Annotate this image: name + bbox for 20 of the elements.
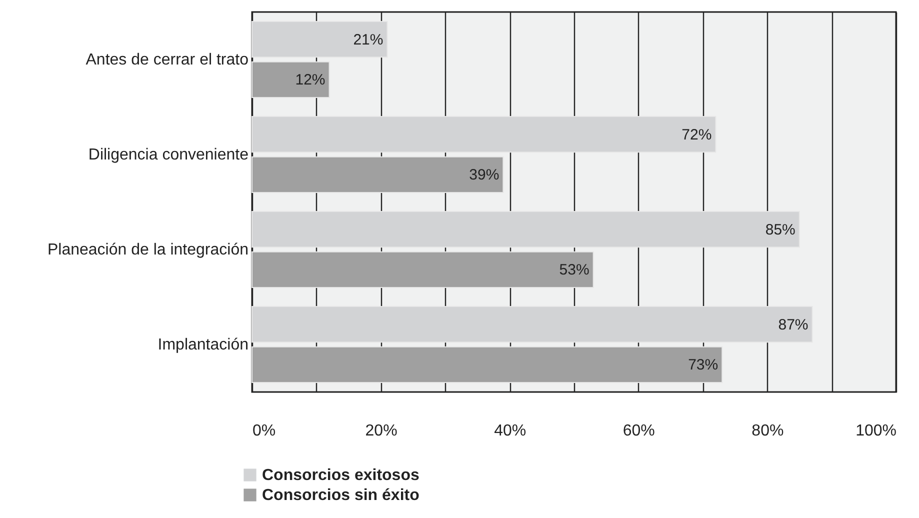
data-label: 21% bbox=[353, 31, 384, 48]
legend-label: Consorcios sin éxito bbox=[262, 487, 420, 504]
data-label: 39% bbox=[469, 166, 500, 184]
data-label: 53% bbox=[559, 262, 590, 279]
y-tick-label: Implantación bbox=[158, 336, 248, 354]
x-tick-label: 0% bbox=[252, 422, 276, 440]
data-label: 73% bbox=[688, 356, 718, 374]
x-tick-label: 20% bbox=[365, 422, 398, 440]
y-tick-label: Planeación de la integración bbox=[47, 242, 248, 258]
y-tick-label: Antes de cerrar el trato bbox=[86, 52, 249, 68]
data-label: 72% bbox=[682, 126, 712, 144]
x-tick-label: 100% bbox=[856, 422, 896, 440]
data-label: 85% bbox=[765, 221, 796, 238]
x-tick-label: 60% bbox=[622, 422, 655, 440]
x-tick-label: 40% bbox=[494, 422, 526, 440]
data-label: 12% bbox=[295, 72, 326, 89]
legend-label: Consorcios exitosos bbox=[262, 467, 420, 484]
x-tick-label: 80% bbox=[752, 422, 784, 440]
y-tick-label: Diligencia conveniente bbox=[88, 146, 249, 164]
data-label: 87% bbox=[778, 316, 808, 334]
